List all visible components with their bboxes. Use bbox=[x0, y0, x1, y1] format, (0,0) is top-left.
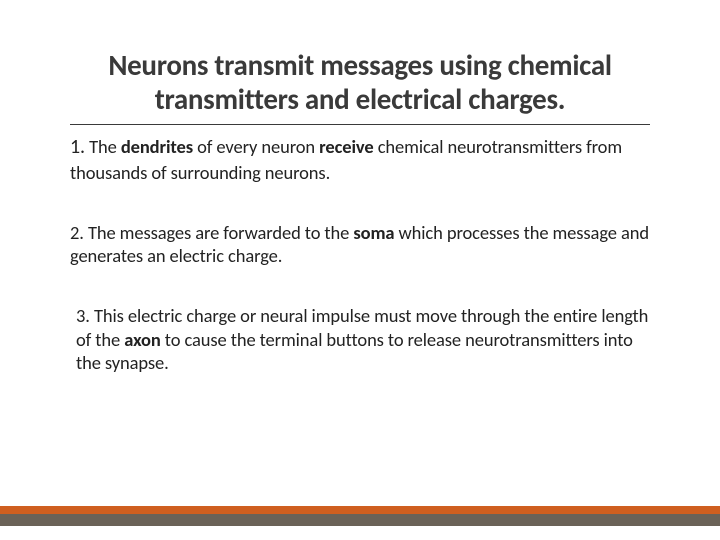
point-1-seg-0: The bbox=[85, 135, 121, 158]
point-1-seg-2: of every neuron bbox=[193, 135, 319, 158]
point-1-seg-1: dendrites bbox=[121, 135, 193, 158]
footer-band bbox=[0, 506, 720, 526]
point-1-number: 1. bbox=[70, 135, 85, 159]
footer-band-bottom bbox=[0, 514, 720, 526]
point-2-number: 2. bbox=[70, 221, 84, 244]
title-underline bbox=[70, 124, 650, 125]
point-1: 1. The dendrites of every neuron receive… bbox=[70, 135, 650, 184]
point-2: 2. The messages are forwarded to the som… bbox=[70, 221, 650, 268]
footer-band-top bbox=[0, 506, 720, 514]
slide: Neurons transmit messages using chemical… bbox=[0, 0, 720, 540]
point-3-number: 3. bbox=[76, 304, 90, 327]
point-3: 3. This electric charge or neural impuls… bbox=[76, 304, 650, 375]
slide-title: Neurons transmit messages using chemical… bbox=[70, 48, 650, 124]
point-2-seg-0: The messages are forwarded to the bbox=[84, 221, 353, 244]
point-3-seg-1: axon bbox=[124, 328, 161, 351]
point-2-seg-1: soma bbox=[353, 221, 394, 244]
point-1-seg-3: receive bbox=[319, 135, 373, 158]
